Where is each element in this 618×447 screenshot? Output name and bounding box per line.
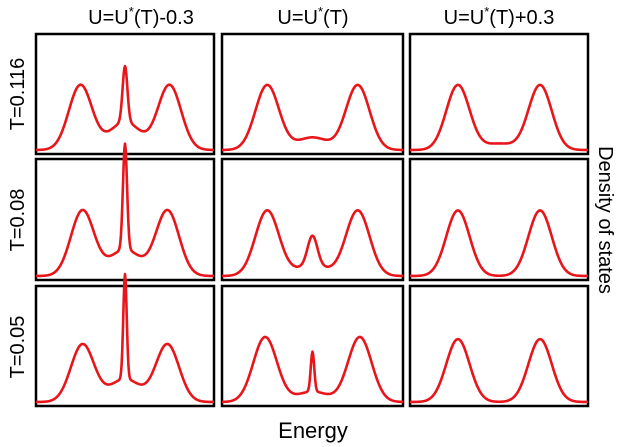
- col-title-2: U=U*(T): [277, 4, 348, 29]
- panel-grid: [34, 32, 590, 408]
- dos-curve: [35, 272, 215, 404]
- panel-frame: [408, 32, 590, 156]
- dos-curve: [221, 83, 404, 152]
- row-title-1: T=0.116: [7, 58, 29, 130]
- panel-frame: [220, 157, 405, 282]
- col-title-3: U=U*(T)+0.3: [444, 4, 555, 29]
- dos-curve: [409, 209, 589, 278]
- row-title-3: T=0.05: [7, 316, 29, 379]
- x-axis-label: Energy: [278, 418, 348, 443]
- panel-frame: [220, 32, 405, 156]
- dos-curve: [221, 335, 404, 404]
- panel-frame: [34, 32, 216, 156]
- panel-frame: [220, 284, 405, 408]
- row-title-2: T=0.08: [7, 189, 29, 252]
- panel-frame: [408, 157, 590, 282]
- panel-frame: [408, 284, 590, 408]
- dos-curve: [35, 64, 215, 152]
- dos-curve: [409, 337, 589, 404]
- col-title-1: U=U*(T)-0.3: [88, 4, 194, 29]
- dos-curve: [221, 209, 404, 278]
- y-axis-label: Density of states: [594, 146, 616, 294]
- dos-curve: [35, 142, 215, 278]
- dos-curve: [409, 83, 589, 152]
